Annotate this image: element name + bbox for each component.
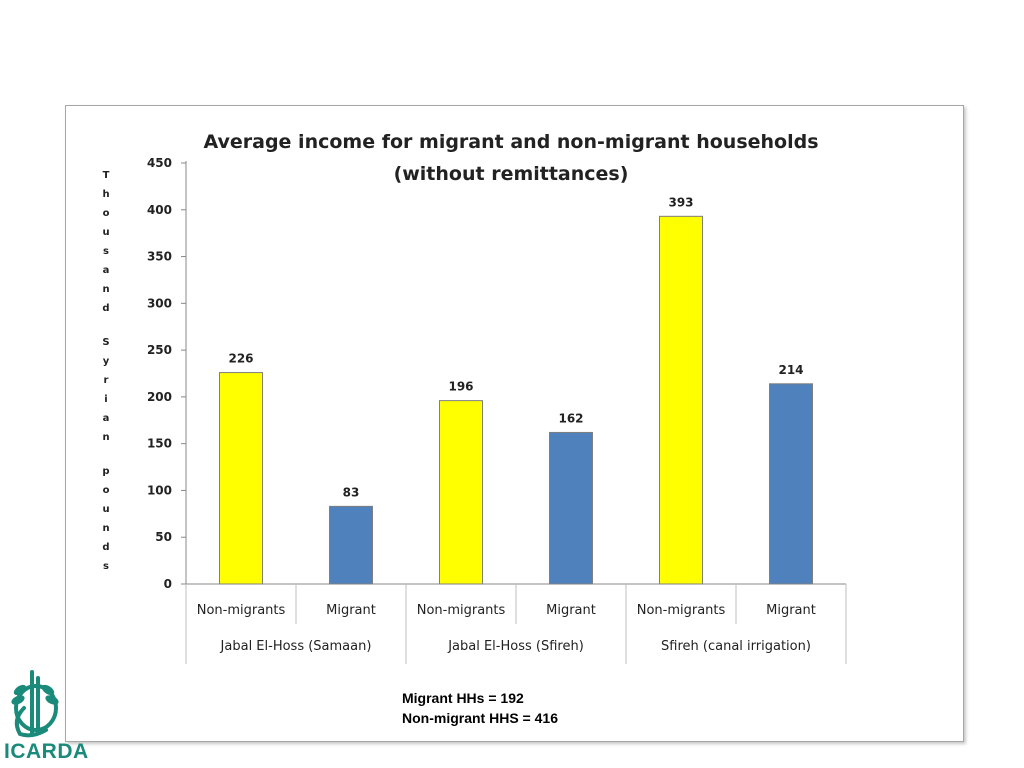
y-tick-label: 350 xyxy=(147,250,172,264)
bar xyxy=(439,400,483,585)
y-axis-label-letter: n xyxy=(102,432,109,443)
y-axis-label-letter: s xyxy=(103,246,109,257)
y-axis-label-letter: o xyxy=(103,208,110,219)
bar xyxy=(769,383,813,585)
y-tick-label: 100 xyxy=(147,483,172,497)
sample-size-notes: Migrant HHs = 192 Non-migrant HHS = 416 xyxy=(402,688,558,728)
y-axis-label-letter: u xyxy=(102,227,109,238)
y-axis-label-letter: T xyxy=(103,170,110,181)
x-category-label: Non-migrants xyxy=(637,603,726,618)
bar-value-label: 226 xyxy=(228,352,253,366)
x-group-label: Jabal El-Hoss (Sfireh) xyxy=(447,639,584,654)
bar-value-label: 83 xyxy=(343,485,360,499)
y-axis-label-letter: p xyxy=(102,466,109,477)
x-category-label: Non-migrants xyxy=(197,603,286,618)
y-axis-label-letter: u xyxy=(102,504,109,515)
y-axis-label-letter: n xyxy=(102,284,109,295)
x-category-label: Migrant xyxy=(546,603,596,618)
y-axis-label-letter: y xyxy=(103,356,110,367)
y-axis-label-letter: r xyxy=(104,375,109,386)
non-migrant-count-note: Non-migrant HHS = 416 xyxy=(402,710,558,726)
bar xyxy=(659,215,703,585)
migrant-count-note: Migrant HHs = 192 xyxy=(402,690,524,706)
y-tick-label: 50 xyxy=(155,530,172,544)
bar xyxy=(219,372,263,585)
y-axis-label-letter: n xyxy=(102,523,109,534)
bar-value-label: 196 xyxy=(448,380,473,394)
bar-value-label: 393 xyxy=(668,195,693,209)
bar xyxy=(549,431,593,585)
y-tick-label: 400 xyxy=(147,203,172,217)
x-category-label: Non-migrants xyxy=(417,603,506,618)
chart-subtitle: (without remittances) xyxy=(394,163,629,185)
bar xyxy=(329,505,373,585)
y-tick-label: 300 xyxy=(147,296,172,310)
bar-value-label: 162 xyxy=(558,411,583,425)
chart-title: Average income for migrant and non-migra… xyxy=(203,131,818,153)
y-axis-label-letter: S xyxy=(102,337,109,348)
icarda-logo-text: ICARDA xyxy=(4,740,89,763)
y-axis-label-letter: d xyxy=(102,542,109,553)
y-tick-label: 150 xyxy=(147,437,172,451)
y-axis: 0 50 100 150 200 250 300 350 400 450 xyxy=(147,156,846,591)
y-axis-label-letter: d xyxy=(102,303,109,314)
icarda-logo-icon xyxy=(11,670,59,738)
bar-value-label: 214 xyxy=(778,363,803,377)
y-axis-label-letter: s xyxy=(103,561,109,572)
y-axis-label-letter: o xyxy=(103,485,110,496)
x-category-label: Migrant xyxy=(766,603,816,618)
bar-chart: Average income for migrant and non-migra… xyxy=(102,131,847,664)
y-axis-label-letter: a xyxy=(103,265,110,276)
x-group-label: Jabal El-Hoss (Samaan) xyxy=(220,639,372,654)
y-tick-label: 200 xyxy=(147,390,172,404)
y-axis-label-letter: a xyxy=(103,413,110,424)
y-tick-label: 450 xyxy=(147,156,172,170)
chart-frame: Average income for migrant and non-migra… xyxy=(65,105,964,742)
x-group-label: Sfireh (canal irrigation) xyxy=(661,639,811,654)
x-category-label: Migrant xyxy=(326,603,376,618)
x-axis-categories: Non-migrants Migrant Non-migrants Migrant No… xyxy=(185,584,847,664)
y-tick-label: 250 xyxy=(147,343,172,357)
y-tick-label: 0 xyxy=(164,577,172,591)
bars: 226 83 196 162 393 214 xyxy=(219,195,813,585)
y-axis-label-letter: i xyxy=(104,394,107,405)
y-axis-label-letter: h xyxy=(102,189,109,200)
